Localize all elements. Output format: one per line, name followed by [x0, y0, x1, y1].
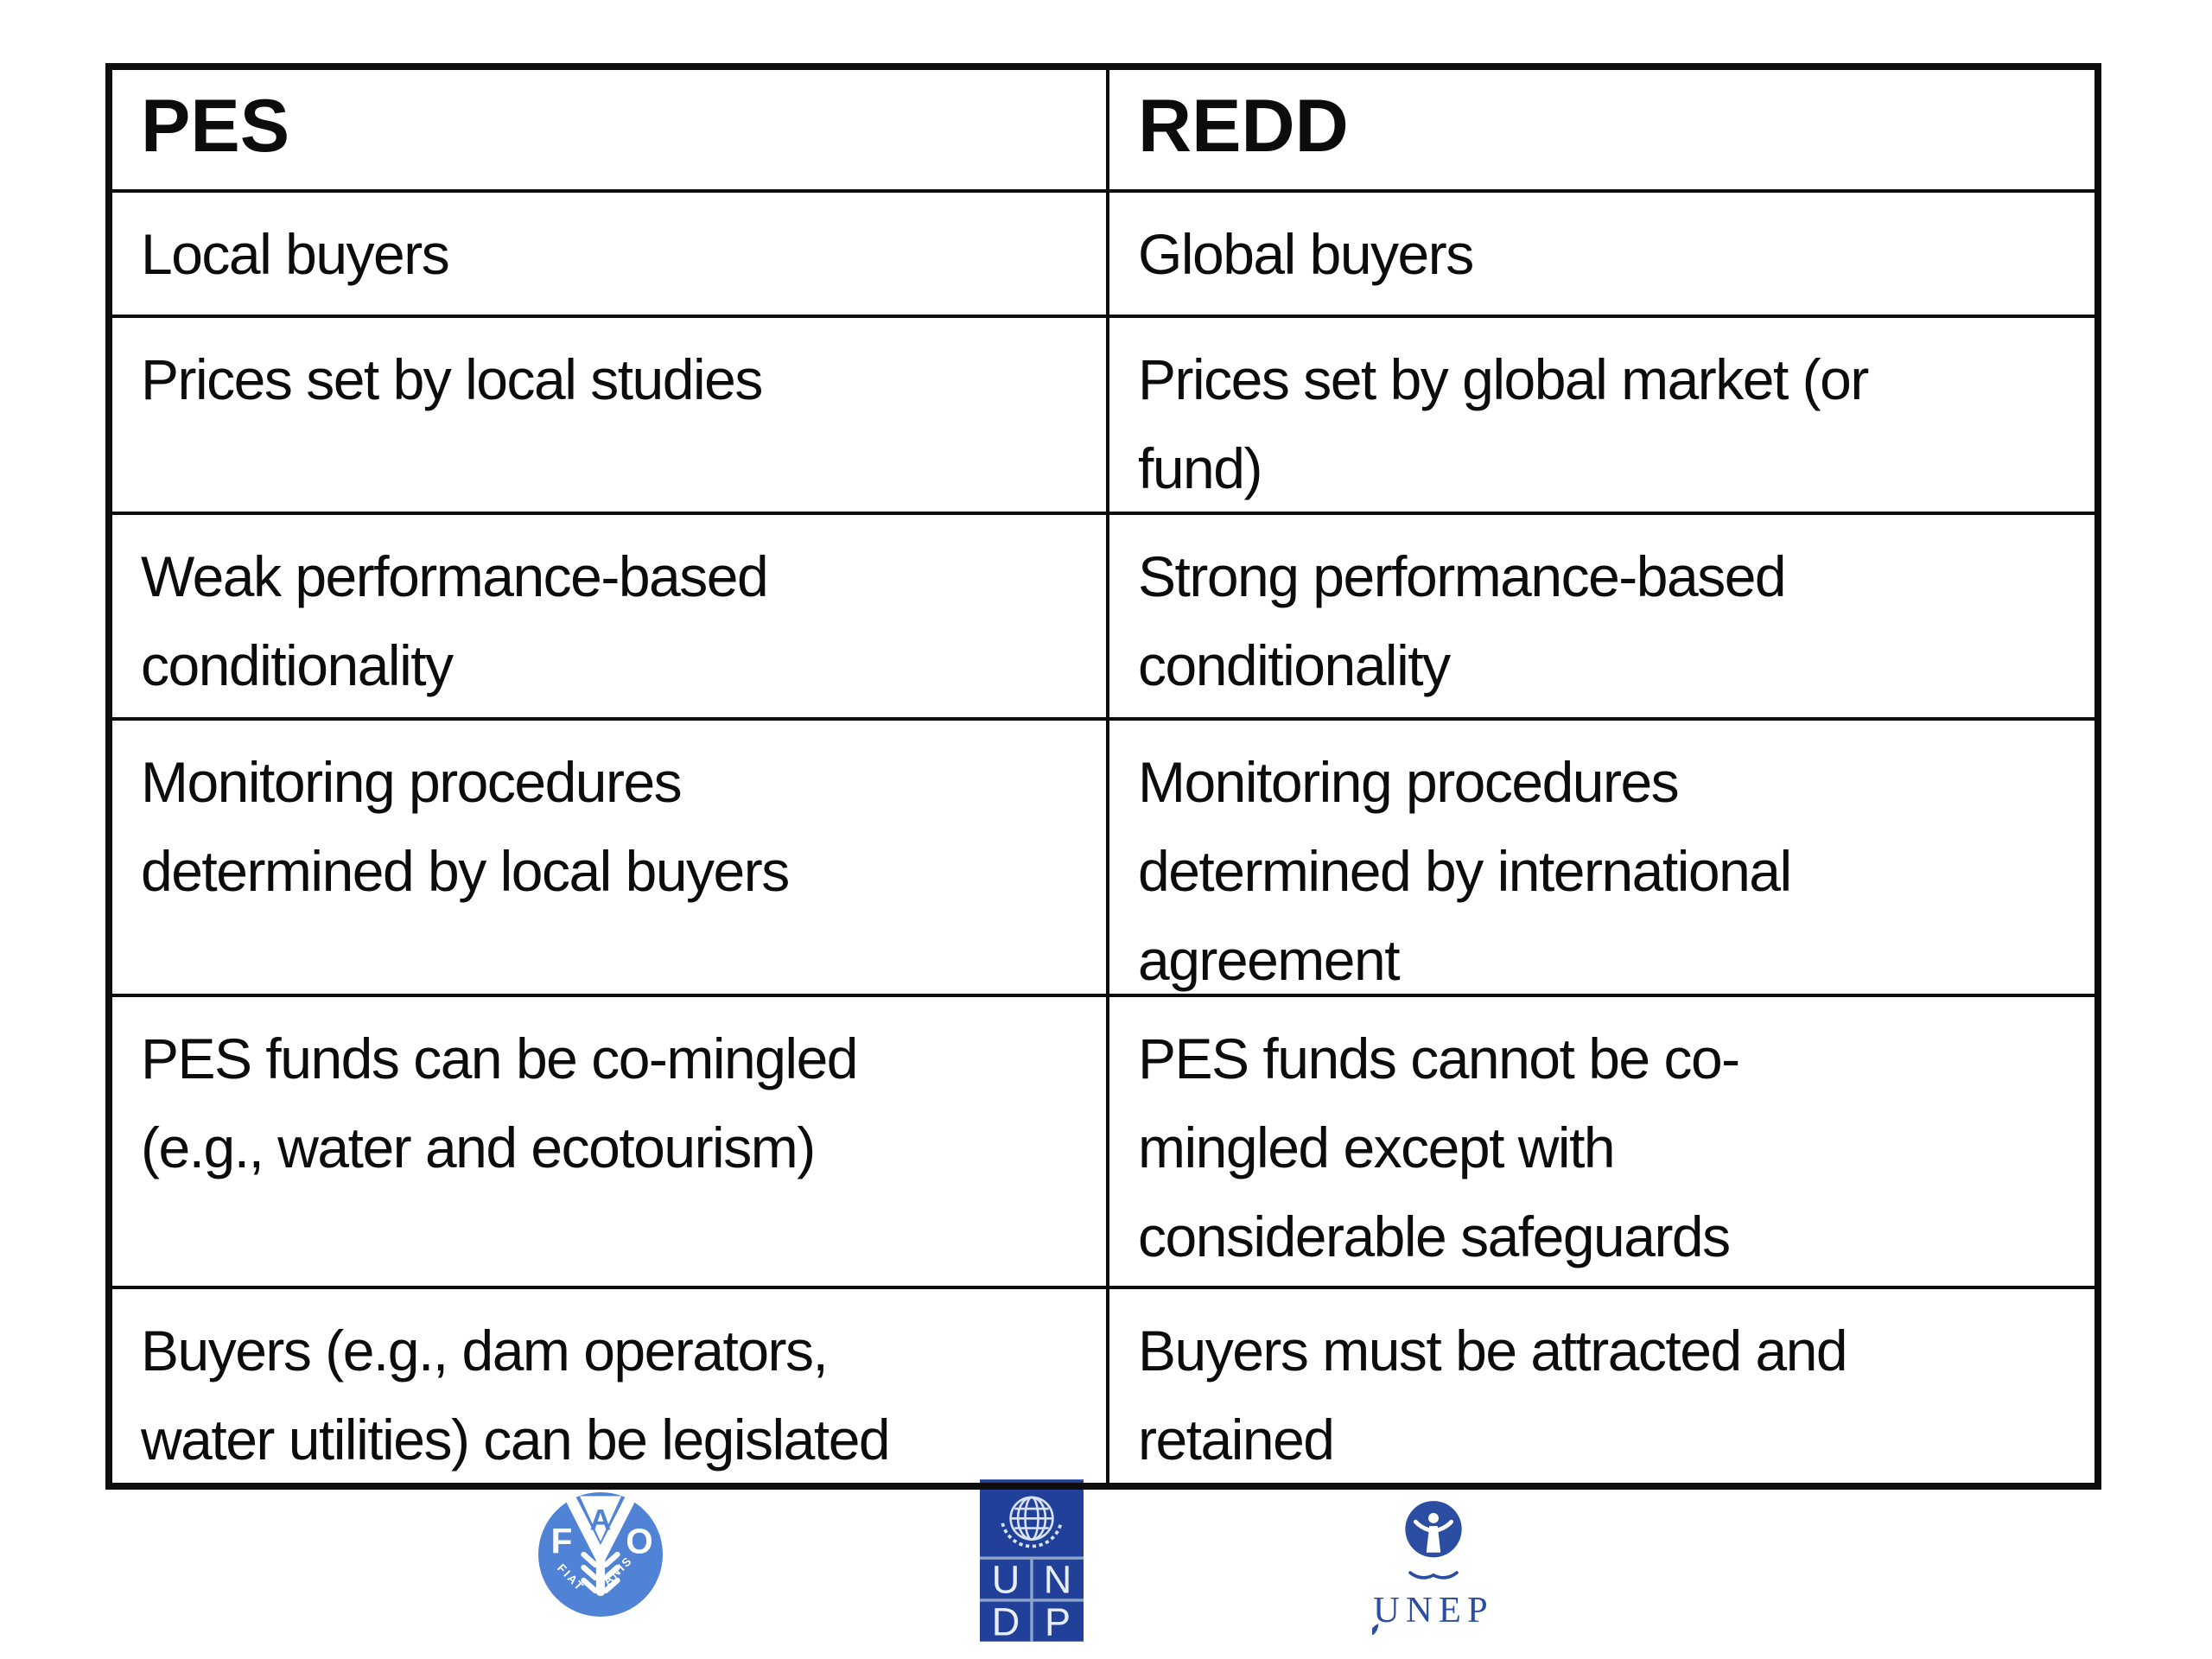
undp-logo-icon: U N D P	[980, 1479, 1084, 1642]
fao-logo-icon: A F O FIAT PANIS	[538, 1492, 663, 1617]
table-cell-redd: PES funds cannot be co- mingled except w…	[1106, 994, 2094, 1286]
table-cell-pes: Weak performance-based conditionality	[112, 512, 1106, 717]
table-cell-redd: Global buyers	[1106, 189, 2094, 315]
header-cell-redd: REDD	[1106, 70, 2094, 189]
table-cell-pes: Monitoring procedures determined by loca…	[112, 717, 1106, 994]
comparison-table: PES REDD Local buyers Global buyers Pric…	[105, 63, 2101, 1490]
un-globe-icon	[1001, 1496, 1063, 1548]
table-cell-pes: PES funds can be co-mingled (e.g., water…	[112, 994, 1106, 1286]
table-cell-redd: Monitoring procedures determined by inte…	[1106, 717, 2094, 994]
table-cell-pes: Buyers (e.g., dam operators, water utili…	[112, 1286, 1106, 1483]
table-cell-pes: Prices set by local studies	[112, 315, 1106, 512]
header-cell-pes: PES	[141, 85, 290, 168]
undp-letter-n: N	[1044, 1558, 1072, 1602]
table-cell-redd: Buyers must be attracted and retained	[1106, 1286, 2094, 1483]
undp-letter-p: P	[1045, 1599, 1071, 1642]
fao-letter-a: A	[590, 1504, 612, 1537]
fao-letter-f: F	[551, 1522, 573, 1561]
unep-logo-icon: UNEP	[1372, 1501, 1494, 1635]
undp-letter-d: D	[992, 1599, 1020, 1642]
unep-wordmark: UNEP	[1373, 1590, 1494, 1630]
table-cell-redd: Strong performance-based conditionality	[1106, 512, 2094, 717]
fao-letter-o: O	[626, 1522, 653, 1561]
human-figure-icon	[1413, 1512, 1454, 1553]
table-cell-pes: Local buyers	[112, 189, 1106, 315]
undp-letter-u: U	[992, 1558, 1020, 1602]
table-cell-redd: Prices set by global market (or fund)	[1106, 315, 2094, 512]
